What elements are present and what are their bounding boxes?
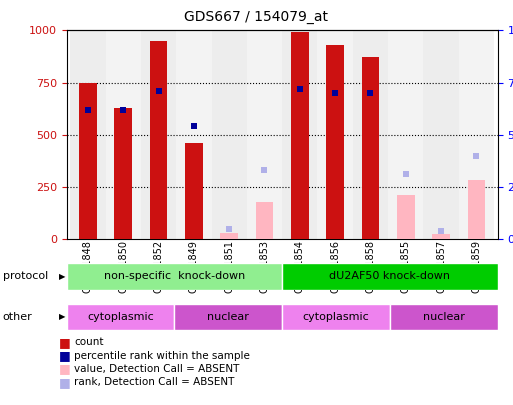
Bar: [176, 30, 211, 239]
Bar: [390, 304, 498, 330]
Bar: [211, 30, 247, 239]
Bar: [432, 234, 450, 239]
Text: dU2AF50 knock-down: dU2AF50 knock-down: [329, 271, 450, 281]
Bar: [106, 30, 141, 239]
Bar: [362, 58, 379, 239]
Text: ▶: ▶: [60, 312, 66, 322]
Bar: [459, 30, 494, 239]
Bar: [67, 263, 282, 290]
Text: protocol: protocol: [3, 271, 48, 281]
Bar: [67, 304, 174, 330]
Bar: [79, 83, 97, 239]
Bar: [282, 263, 498, 290]
Bar: [174, 304, 282, 330]
Text: ■: ■: [59, 376, 71, 389]
Bar: [388, 30, 423, 239]
Bar: [150, 41, 167, 239]
Text: ■: ■: [59, 336, 71, 349]
Text: cytoplasmic: cytoplasmic: [303, 312, 369, 322]
Bar: [353, 30, 388, 239]
Bar: [114, 108, 132, 239]
Text: cytoplasmic: cytoplasmic: [87, 312, 154, 322]
Text: ■: ■: [59, 362, 71, 375]
Text: nuclear: nuclear: [423, 312, 465, 322]
Bar: [318, 30, 353, 239]
Bar: [282, 304, 390, 330]
Bar: [291, 32, 309, 239]
Text: other: other: [3, 312, 32, 322]
Text: nuclear: nuclear: [207, 312, 249, 322]
Text: non-specific  knock-down: non-specific knock-down: [104, 271, 245, 281]
Bar: [185, 143, 203, 239]
Bar: [141, 30, 176, 239]
Bar: [397, 195, 415, 239]
Bar: [70, 30, 106, 239]
Bar: [255, 202, 273, 239]
Bar: [282, 30, 318, 239]
Bar: [221, 233, 238, 239]
Bar: [326, 45, 344, 239]
Bar: [467, 179, 485, 239]
Text: percentile rank within the sample: percentile rank within the sample: [74, 351, 250, 360]
Text: ■: ■: [59, 349, 71, 362]
Bar: [247, 30, 282, 239]
Text: count: count: [74, 337, 104, 347]
Text: rank, Detection Call = ABSENT: rank, Detection Call = ABSENT: [74, 377, 235, 387]
Text: value, Detection Call = ABSENT: value, Detection Call = ABSENT: [74, 364, 240, 374]
Text: GDS667 / 154079_at: GDS667 / 154079_at: [185, 10, 328, 24]
Bar: [423, 30, 459, 239]
Text: ▶: ▶: [60, 272, 66, 281]
